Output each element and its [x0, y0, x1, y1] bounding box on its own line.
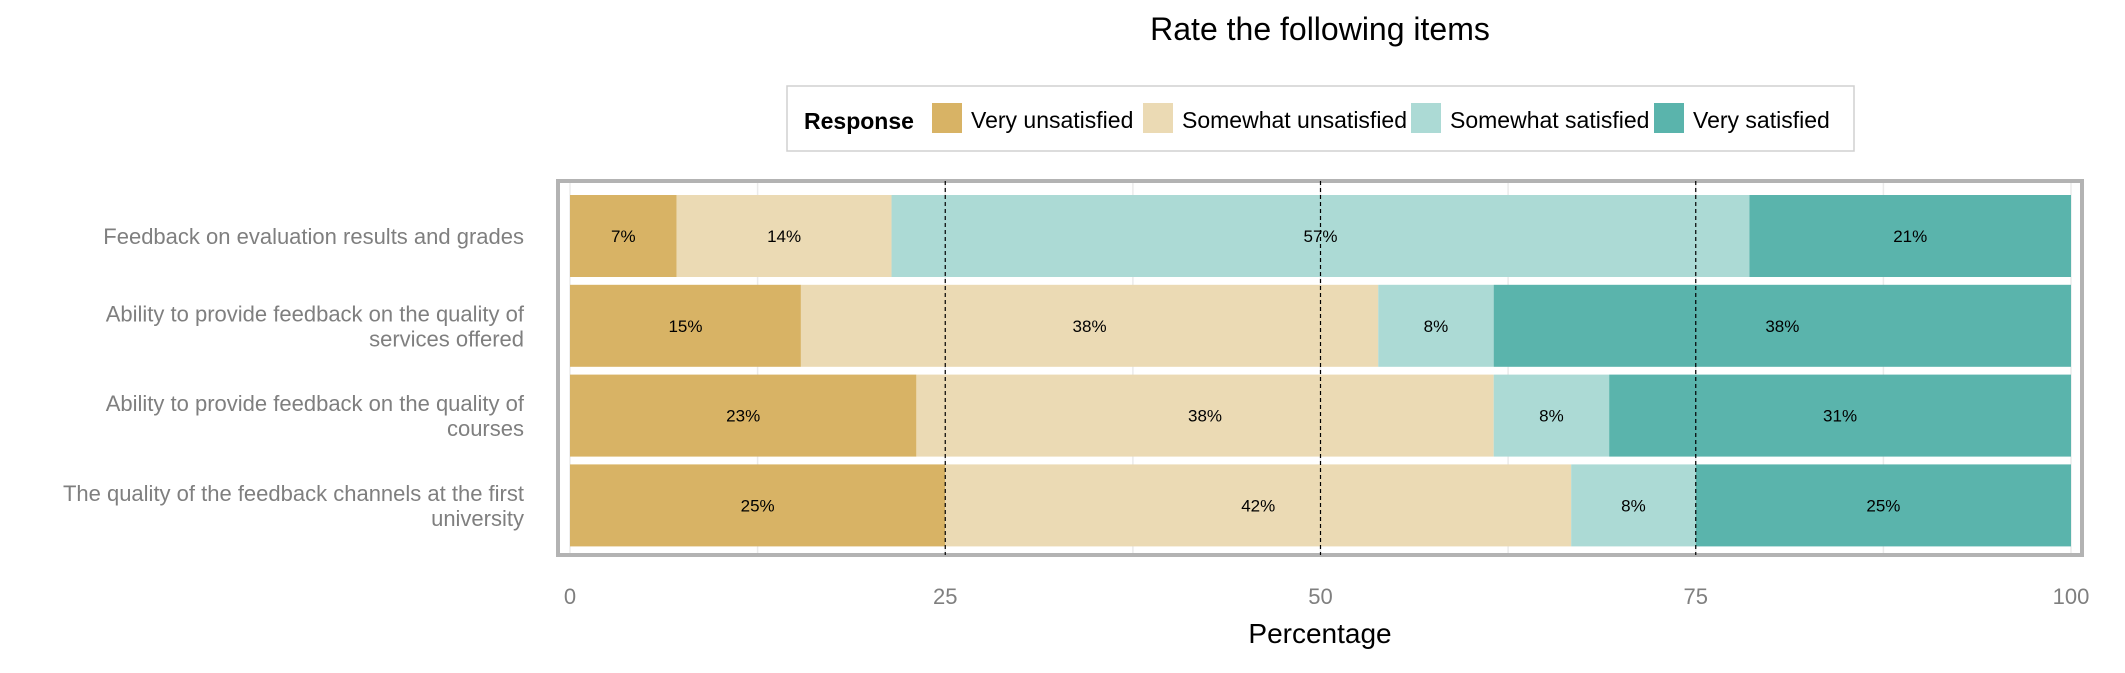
- chart-title: Rate the following items: [1150, 11, 1490, 47]
- data-label: 7%: [611, 227, 636, 246]
- legend-label: Somewhat unsatisfied: [1182, 107, 1407, 133]
- category-label: Feedback on evaluation results and grade…: [103, 224, 524, 249]
- legend-title: Response: [804, 108, 914, 134]
- bar-segment: [1493, 284, 2071, 367]
- category-label: services offered: [369, 326, 524, 351]
- bar-segment: [891, 195, 1750, 277]
- data-label: 21%: [1893, 227, 1927, 246]
- legend-swatch: [1143, 103, 1173, 133]
- data-label: 38%: [1188, 407, 1222, 426]
- legend-swatch: [1654, 103, 1684, 133]
- bar-segment: [570, 464, 946, 547]
- legend-swatch: [932, 103, 962, 133]
- category-label: university: [431, 506, 524, 531]
- data-label: 57%: [1303, 227, 1337, 246]
- data-label: 31%: [1823, 407, 1857, 426]
- legend-label: Very unsatisfied: [971, 107, 1133, 133]
- category-label: courses: [447, 416, 524, 441]
- data-label: 23%: [726, 407, 760, 426]
- bar-segment: [916, 374, 1494, 457]
- bar-segment: [1493, 374, 1610, 457]
- x-tick-label: 25: [933, 584, 957, 609]
- category-label: The quality of the feedback channels at …: [63, 481, 524, 506]
- data-label: 38%: [1073, 317, 1107, 336]
- category-label: Ability to provide feedback on the quali…: [106, 301, 525, 326]
- legend-label: Somewhat satisfied: [1450, 107, 1649, 133]
- bar-segment: [570, 284, 801, 367]
- data-label: 25%: [1866, 496, 1900, 515]
- bar-segment: [570, 195, 677, 277]
- bar-segment: [1571, 464, 1696, 547]
- bar-segment: [676, 195, 892, 277]
- data-label: 8%: [1621, 496, 1646, 515]
- data-label: 38%: [1765, 317, 1799, 336]
- data-label: 15%: [668, 317, 702, 336]
- legend-swatch: [1411, 103, 1441, 133]
- data-label: 25%: [741, 496, 775, 515]
- bar-segment: [1695, 464, 2071, 547]
- category-label: Ability to provide feedback on the quali…: [106, 391, 525, 416]
- bar-segment: [1609, 374, 2071, 457]
- data-label: 14%: [767, 227, 801, 246]
- legend-label: Very satisfied: [1693, 107, 1830, 133]
- bar-segment: [800, 284, 1379, 367]
- x-axis-title: Percentage: [1248, 618, 1391, 649]
- x-tick-label: 0: [564, 584, 576, 609]
- x-tick-label: 100: [2053, 584, 2090, 609]
- bar-segment: [1378, 284, 1494, 367]
- data-label: 42%: [1241, 496, 1275, 515]
- data-label: 8%: [1539, 407, 1564, 426]
- legend: Response Very unsatisfied Somewhat unsati…: [786, 85, 1855, 152]
- data-label: 8%: [1424, 317, 1449, 336]
- bar-segment: [1749, 195, 2071, 277]
- bar-segment: [945, 464, 1572, 547]
- x-tick-label: 75: [1684, 584, 1708, 609]
- x-tick-label: 50: [1308, 584, 1332, 609]
- bar-segment: [570, 374, 917, 457]
